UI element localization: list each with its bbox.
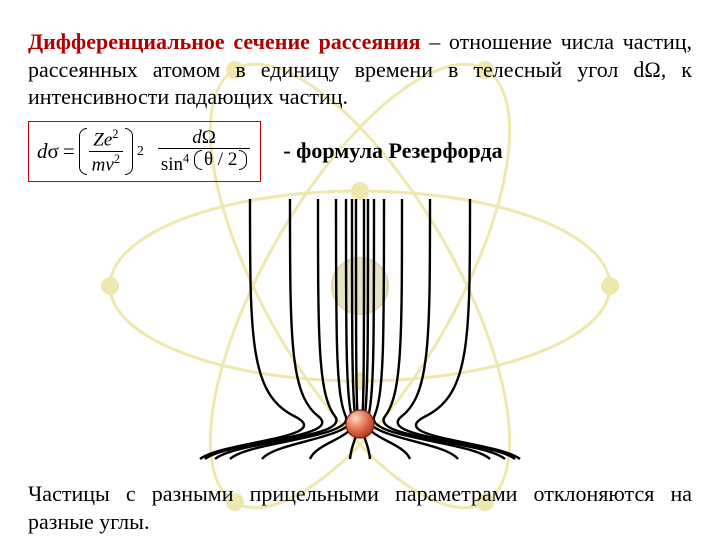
nucleus-icon	[346, 410, 374, 438]
rutherford-formula-box: dσ = Ze2 mv2 2 dΩ sin4 θ / 2	[28, 121, 261, 183]
formula-label: - формула Резерфорда	[283, 138, 502, 164]
definition-term: Дифференциальное сечение рассеяния	[28, 29, 421, 54]
formula-row: dσ = Ze2 mv2 2 dΩ sin4 θ / 2 - формула Р…	[28, 121, 692, 183]
caption-paragraph: Частицы с разными прицельными параметрам…	[28, 480, 692, 535]
definition-paragraph: Дифференциальное сечение рассеяния – отн…	[28, 28, 692, 111]
scattering-diagram	[28, 194, 692, 470]
rutherford-formula: dσ = Ze2 mv2 2 dΩ sin4 θ / 2	[37, 128, 250, 176]
